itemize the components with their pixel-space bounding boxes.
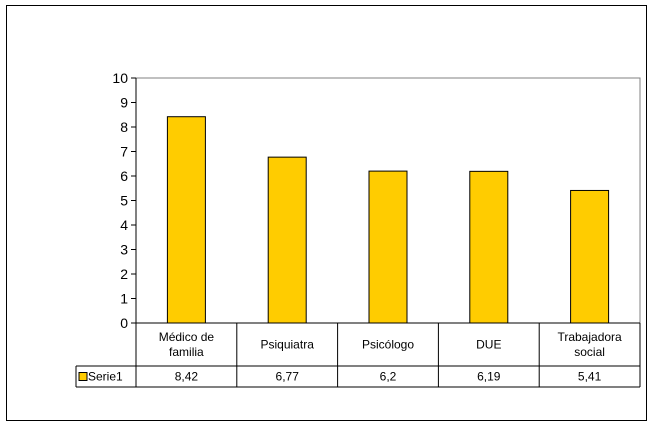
y-tick-label-5: 5 bbox=[120, 193, 128, 209]
category-label-1-0: Psiquiatra bbox=[261, 338, 315, 352]
value-label-2: 6,2 bbox=[380, 370, 397, 384]
category-label-4-0: Trabajadora bbox=[557, 330, 622, 344]
y-tick-label-0: 0 bbox=[120, 315, 128, 331]
category-label-0-0: Médico de bbox=[159, 330, 215, 344]
y-tick-label-10: 10 bbox=[112, 70, 128, 86]
y-tick-label-1: 1 bbox=[120, 291, 128, 307]
y-tick-label-9: 9 bbox=[120, 95, 128, 111]
bar-1 bbox=[267, 156, 307, 324]
value-label-4: 5,41 bbox=[578, 370, 602, 384]
chart-frame bbox=[6, 5, 647, 421]
bar-0 bbox=[166, 116, 206, 324]
value-label-1: 6,77 bbox=[276, 370, 300, 384]
category-label-2-0: Psicólogo bbox=[362, 338, 414, 352]
y-tick-label-2: 2 bbox=[120, 266, 128, 282]
y-tick-label-8: 8 bbox=[120, 119, 128, 135]
value-label-3: 6,19 bbox=[477, 370, 501, 384]
bar-4 bbox=[570, 189, 610, 324]
legend-label-serie1: Serie1 bbox=[88, 370, 123, 384]
bar-3 bbox=[469, 170, 509, 324]
value-label-0: 8,42 bbox=[175, 370, 199, 384]
legend-key-serie1 bbox=[78, 372, 88, 381]
category-label-0-1: familia bbox=[169, 345, 204, 359]
y-tick-label-3: 3 bbox=[120, 242, 128, 258]
y-tick-label-4: 4 bbox=[120, 217, 128, 233]
category-label-3-0: DUE bbox=[476, 338, 501, 352]
y-tick-label-6: 6 bbox=[120, 168, 128, 184]
y-tick-label-7: 7 bbox=[120, 144, 128, 160]
category-label-4-1: social bbox=[574, 345, 605, 359]
bar-2 bbox=[368, 170, 408, 324]
